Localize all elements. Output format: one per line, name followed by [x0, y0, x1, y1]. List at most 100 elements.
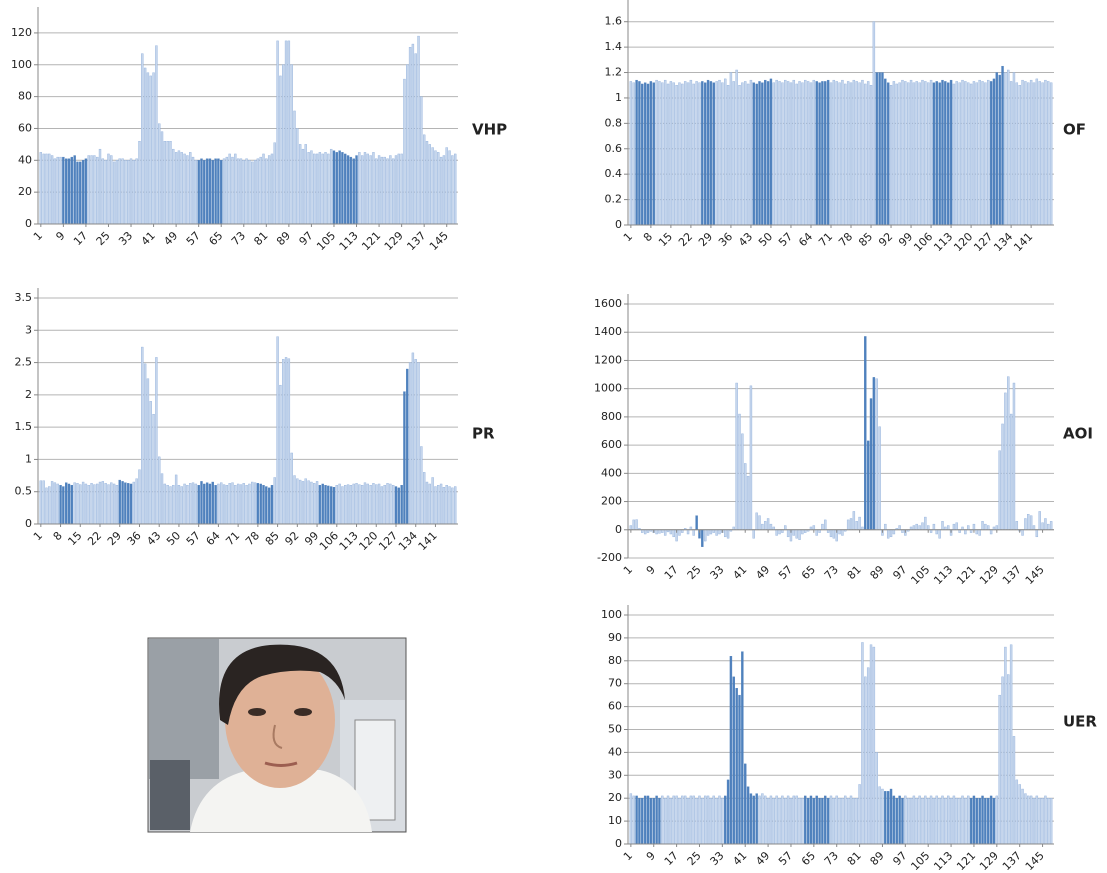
y-tick-label: 0.2	[605, 193, 623, 206]
bar	[209, 484, 211, 524]
bar	[296, 128, 298, 224]
bar	[939, 83, 941, 225]
bar	[440, 157, 442, 224]
bar	[60, 157, 62, 224]
bar	[113, 484, 115, 524]
bar	[288, 41, 290, 224]
bar	[184, 154, 186, 224]
y-tick-label: 20	[608, 791, 622, 804]
x-tick-label: 9	[53, 229, 67, 243]
bar	[893, 796, 895, 844]
bar	[770, 79, 772, 225]
bar	[319, 152, 321, 224]
bar	[198, 160, 200, 224]
bar	[285, 41, 287, 224]
bar	[956, 523, 958, 530]
bar	[1013, 736, 1015, 844]
bar	[773, 798, 775, 844]
x-tick-label: 105	[908, 563, 932, 587]
x-tick-label: 43	[736, 230, 755, 249]
bar	[45, 488, 47, 524]
bar	[389, 156, 391, 224]
x-tick-label: 1	[621, 849, 635, 863]
bar	[1030, 80, 1032, 225]
bar	[1042, 523, 1044, 530]
chart-label: PR	[472, 425, 495, 443]
bar	[859, 83, 861, 225]
bar	[910, 80, 912, 225]
bar	[650, 81, 652, 225]
bar	[907, 798, 909, 844]
bar	[141, 54, 143, 224]
bar	[186, 156, 188, 224]
x-tick-label: 43	[144, 529, 163, 548]
bar	[434, 487, 436, 524]
bar	[195, 160, 197, 224]
bar	[392, 485, 394, 524]
bar	[451, 156, 453, 224]
bar	[747, 84, 749, 225]
bar	[641, 798, 643, 844]
y-tick-label: 1200	[594, 353, 622, 366]
bar	[136, 479, 138, 524]
bar	[793, 796, 795, 844]
bar	[263, 485, 265, 524]
bar	[630, 526, 632, 530]
bar	[432, 148, 434, 224]
bar	[102, 481, 104, 524]
bar	[884, 79, 886, 225]
bar	[1019, 784, 1021, 844]
bar	[353, 484, 355, 524]
bar	[836, 796, 838, 844]
bar	[739, 414, 741, 530]
bar	[916, 524, 918, 530]
bar	[853, 798, 855, 844]
bar	[704, 796, 706, 844]
bar	[138, 470, 140, 524]
bar	[1002, 66, 1004, 225]
y-tick-label: 0.4	[605, 167, 623, 180]
bar	[1036, 796, 1038, 844]
bar	[653, 83, 655, 225]
bar	[1013, 383, 1015, 530]
bar	[299, 480, 301, 524]
bar	[707, 80, 709, 225]
bar	[821, 81, 823, 225]
bar	[189, 152, 191, 224]
bar	[186, 485, 188, 524]
bar	[690, 796, 692, 844]
bar	[384, 157, 386, 224]
bar	[271, 154, 273, 224]
bar	[730, 73, 732, 225]
bar	[215, 485, 217, 524]
bar	[1030, 796, 1032, 844]
bar	[881, 789, 883, 844]
bar	[733, 677, 735, 844]
bar	[901, 80, 903, 225]
bar	[302, 481, 304, 524]
bar	[967, 526, 969, 530]
bar	[217, 484, 219, 524]
bar	[816, 81, 818, 225]
face-photo	[148, 638, 406, 832]
bar	[367, 484, 369, 524]
bar	[661, 83, 663, 225]
bar	[710, 81, 712, 225]
y-tick-label: 1600	[594, 297, 622, 310]
bar	[344, 154, 346, 224]
bar	[223, 159, 225, 224]
bar	[676, 85, 678, 225]
y-tick-label: 2.5	[15, 356, 33, 369]
bar	[178, 485, 180, 524]
bar	[350, 157, 352, 224]
bar	[370, 485, 372, 524]
x-tick-label: 97	[890, 849, 909, 868]
bar	[678, 530, 680, 536]
x-tick-label: 81	[251, 229, 270, 248]
x-tick-label: 113	[931, 230, 955, 254]
bar	[1050, 798, 1052, 844]
bar	[947, 83, 949, 225]
bar	[947, 796, 949, 844]
bar	[779, 798, 781, 844]
bar	[325, 152, 327, 224]
